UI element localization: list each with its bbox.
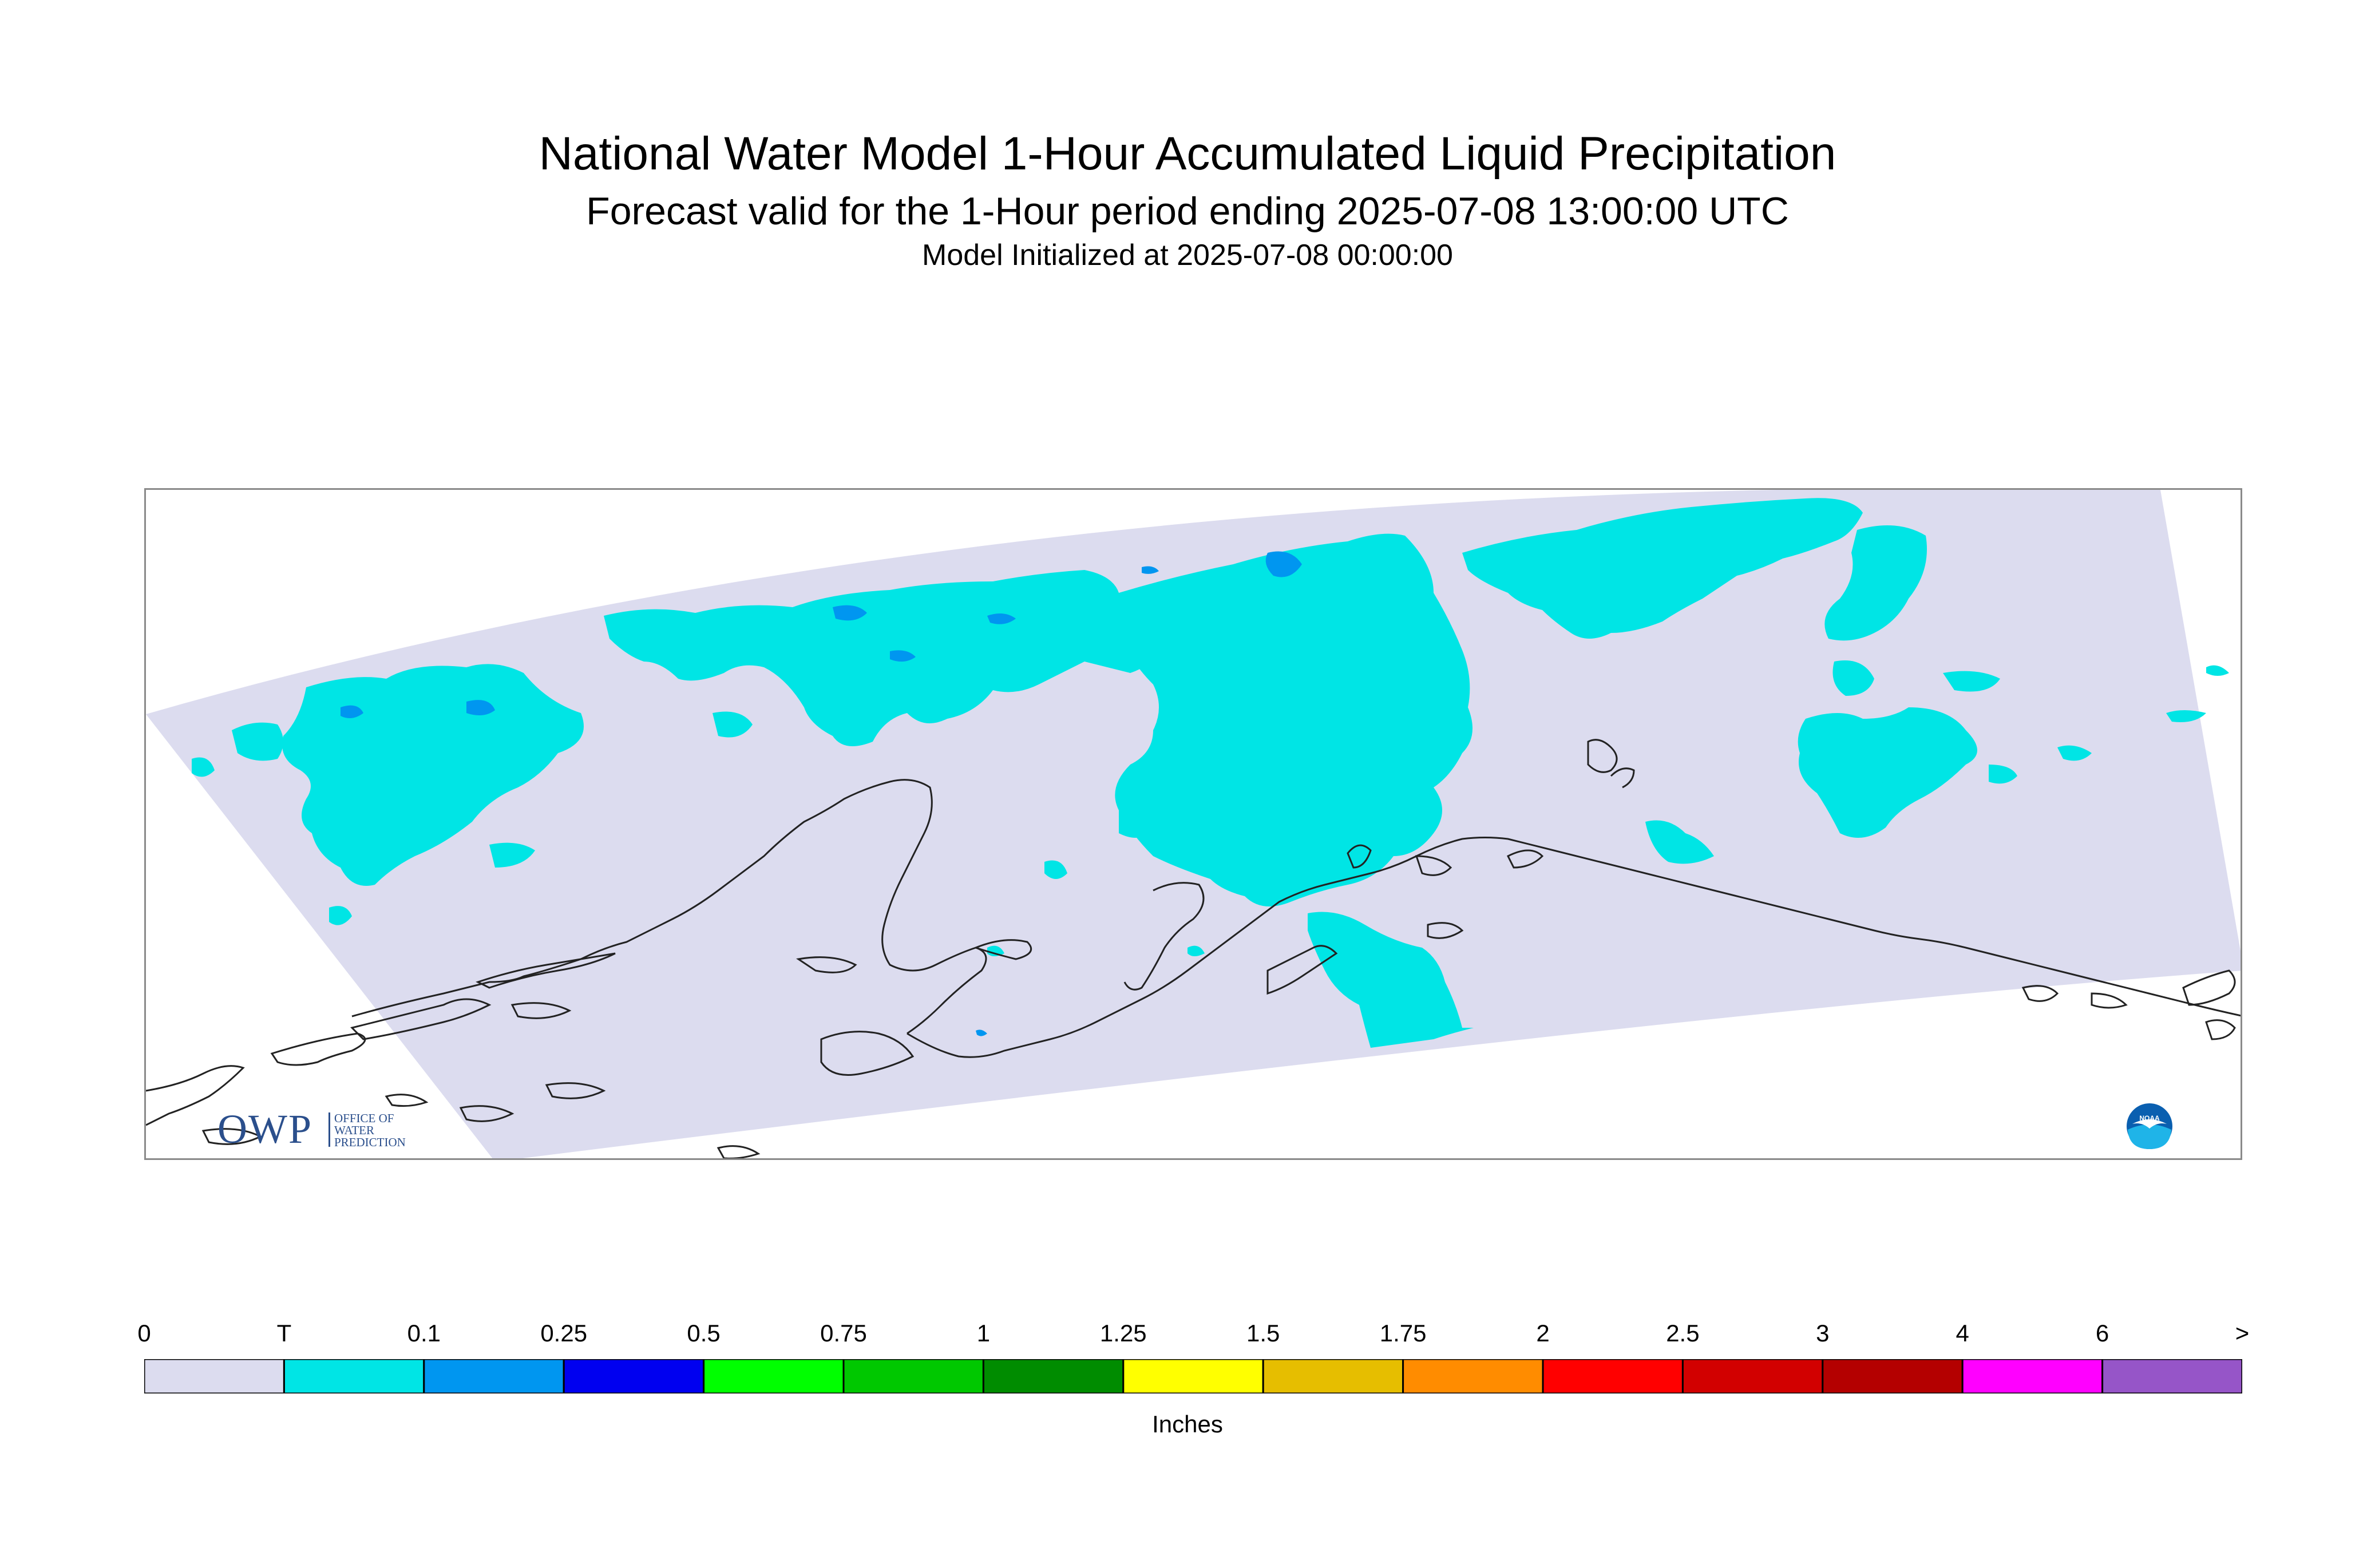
colorbar-segment <box>423 1359 565 1393</box>
colorbar-tick-label: > <box>2235 1320 2250 1347</box>
colorbar-segment <box>283 1359 425 1393</box>
colorbar-tick-label: 4 <box>1956 1320 1969 1347</box>
owp-logo-text: OWP <box>217 1106 312 1152</box>
colorbar-segment <box>144 1359 285 1393</box>
precipitation-map <box>144 488 2242 1160</box>
owp-logo-divider <box>328 1112 330 1147</box>
colorbar-units: Inches <box>1152 1411 1223 1438</box>
colorbar-segment <box>1681 1359 1824 1393</box>
colorbar-tick-label: T <box>276 1320 292 1347</box>
colorbar-tick-label: 1.75 <box>1379 1320 1427 1347</box>
colorbar-segment <box>842 1359 984 1393</box>
map-subtitle: Forecast valid for the 1-Hour period end… <box>586 189 1789 233</box>
colorbar-tick-label: 0.75 <box>820 1320 867 1347</box>
colorbar-segment <box>1402 1359 1544 1393</box>
colorbar-segment <box>1542 1359 1684 1393</box>
trace-precip-areas <box>192 498 2229 1048</box>
colorbar-segment <box>982 1359 1125 1393</box>
colorbar-segment <box>2101 1359 2242 1393</box>
owp-logo-subtext: OFFICE OF WATER PREDICTION <box>334 1111 406 1149</box>
colorbar-segment <box>563 1359 705 1393</box>
map-title: National Water Model 1-Hour Accumulated … <box>539 128 1836 180</box>
colorbar-tick-label: 0 <box>137 1320 151 1347</box>
colorbar-tick-label: 6 <box>2095 1320 2109 1347</box>
colorbar-tick-label: 0.25 <box>540 1320 588 1347</box>
colorbar-segment <box>703 1359 845 1393</box>
coastline <box>146 739 2241 1158</box>
svg-text:NOAA: NOAA <box>2139 1114 2160 1122</box>
colorbar-tick-label: 1.25 <box>1099 1320 1147 1347</box>
light-precip-areas <box>341 551 1302 1036</box>
colorbar-segment <box>1961 1359 2104 1393</box>
model-init-line: Model Initialized at 2025-07-08 00:00:00 <box>922 239 1453 272</box>
colorbar-tick-label: 2.5 <box>1666 1320 1700 1347</box>
colorbar-tick-label: 1.5 <box>1246 1320 1280 1347</box>
colorbar <box>144 1359 2242 1393</box>
colorbar-segment <box>1262 1359 1404 1393</box>
colorbar-tick-label: 2 <box>1536 1320 1550 1347</box>
map-canvas <box>146 490 2241 1158</box>
colorbar-tick-label: 1 <box>976 1320 991 1347</box>
colorbar-tick-label: 3 <box>1816 1320 1830 1347</box>
noaa-logo-icon: NOAA <box>2127 1103 2172 1149</box>
colorbar-segment <box>1822 1359 1964 1393</box>
colorbar-tick-label: 0.1 <box>407 1320 441 1347</box>
colorbar-tick-label: 0.5 <box>687 1320 721 1347</box>
colorbar-segment <box>1122 1359 1264 1393</box>
